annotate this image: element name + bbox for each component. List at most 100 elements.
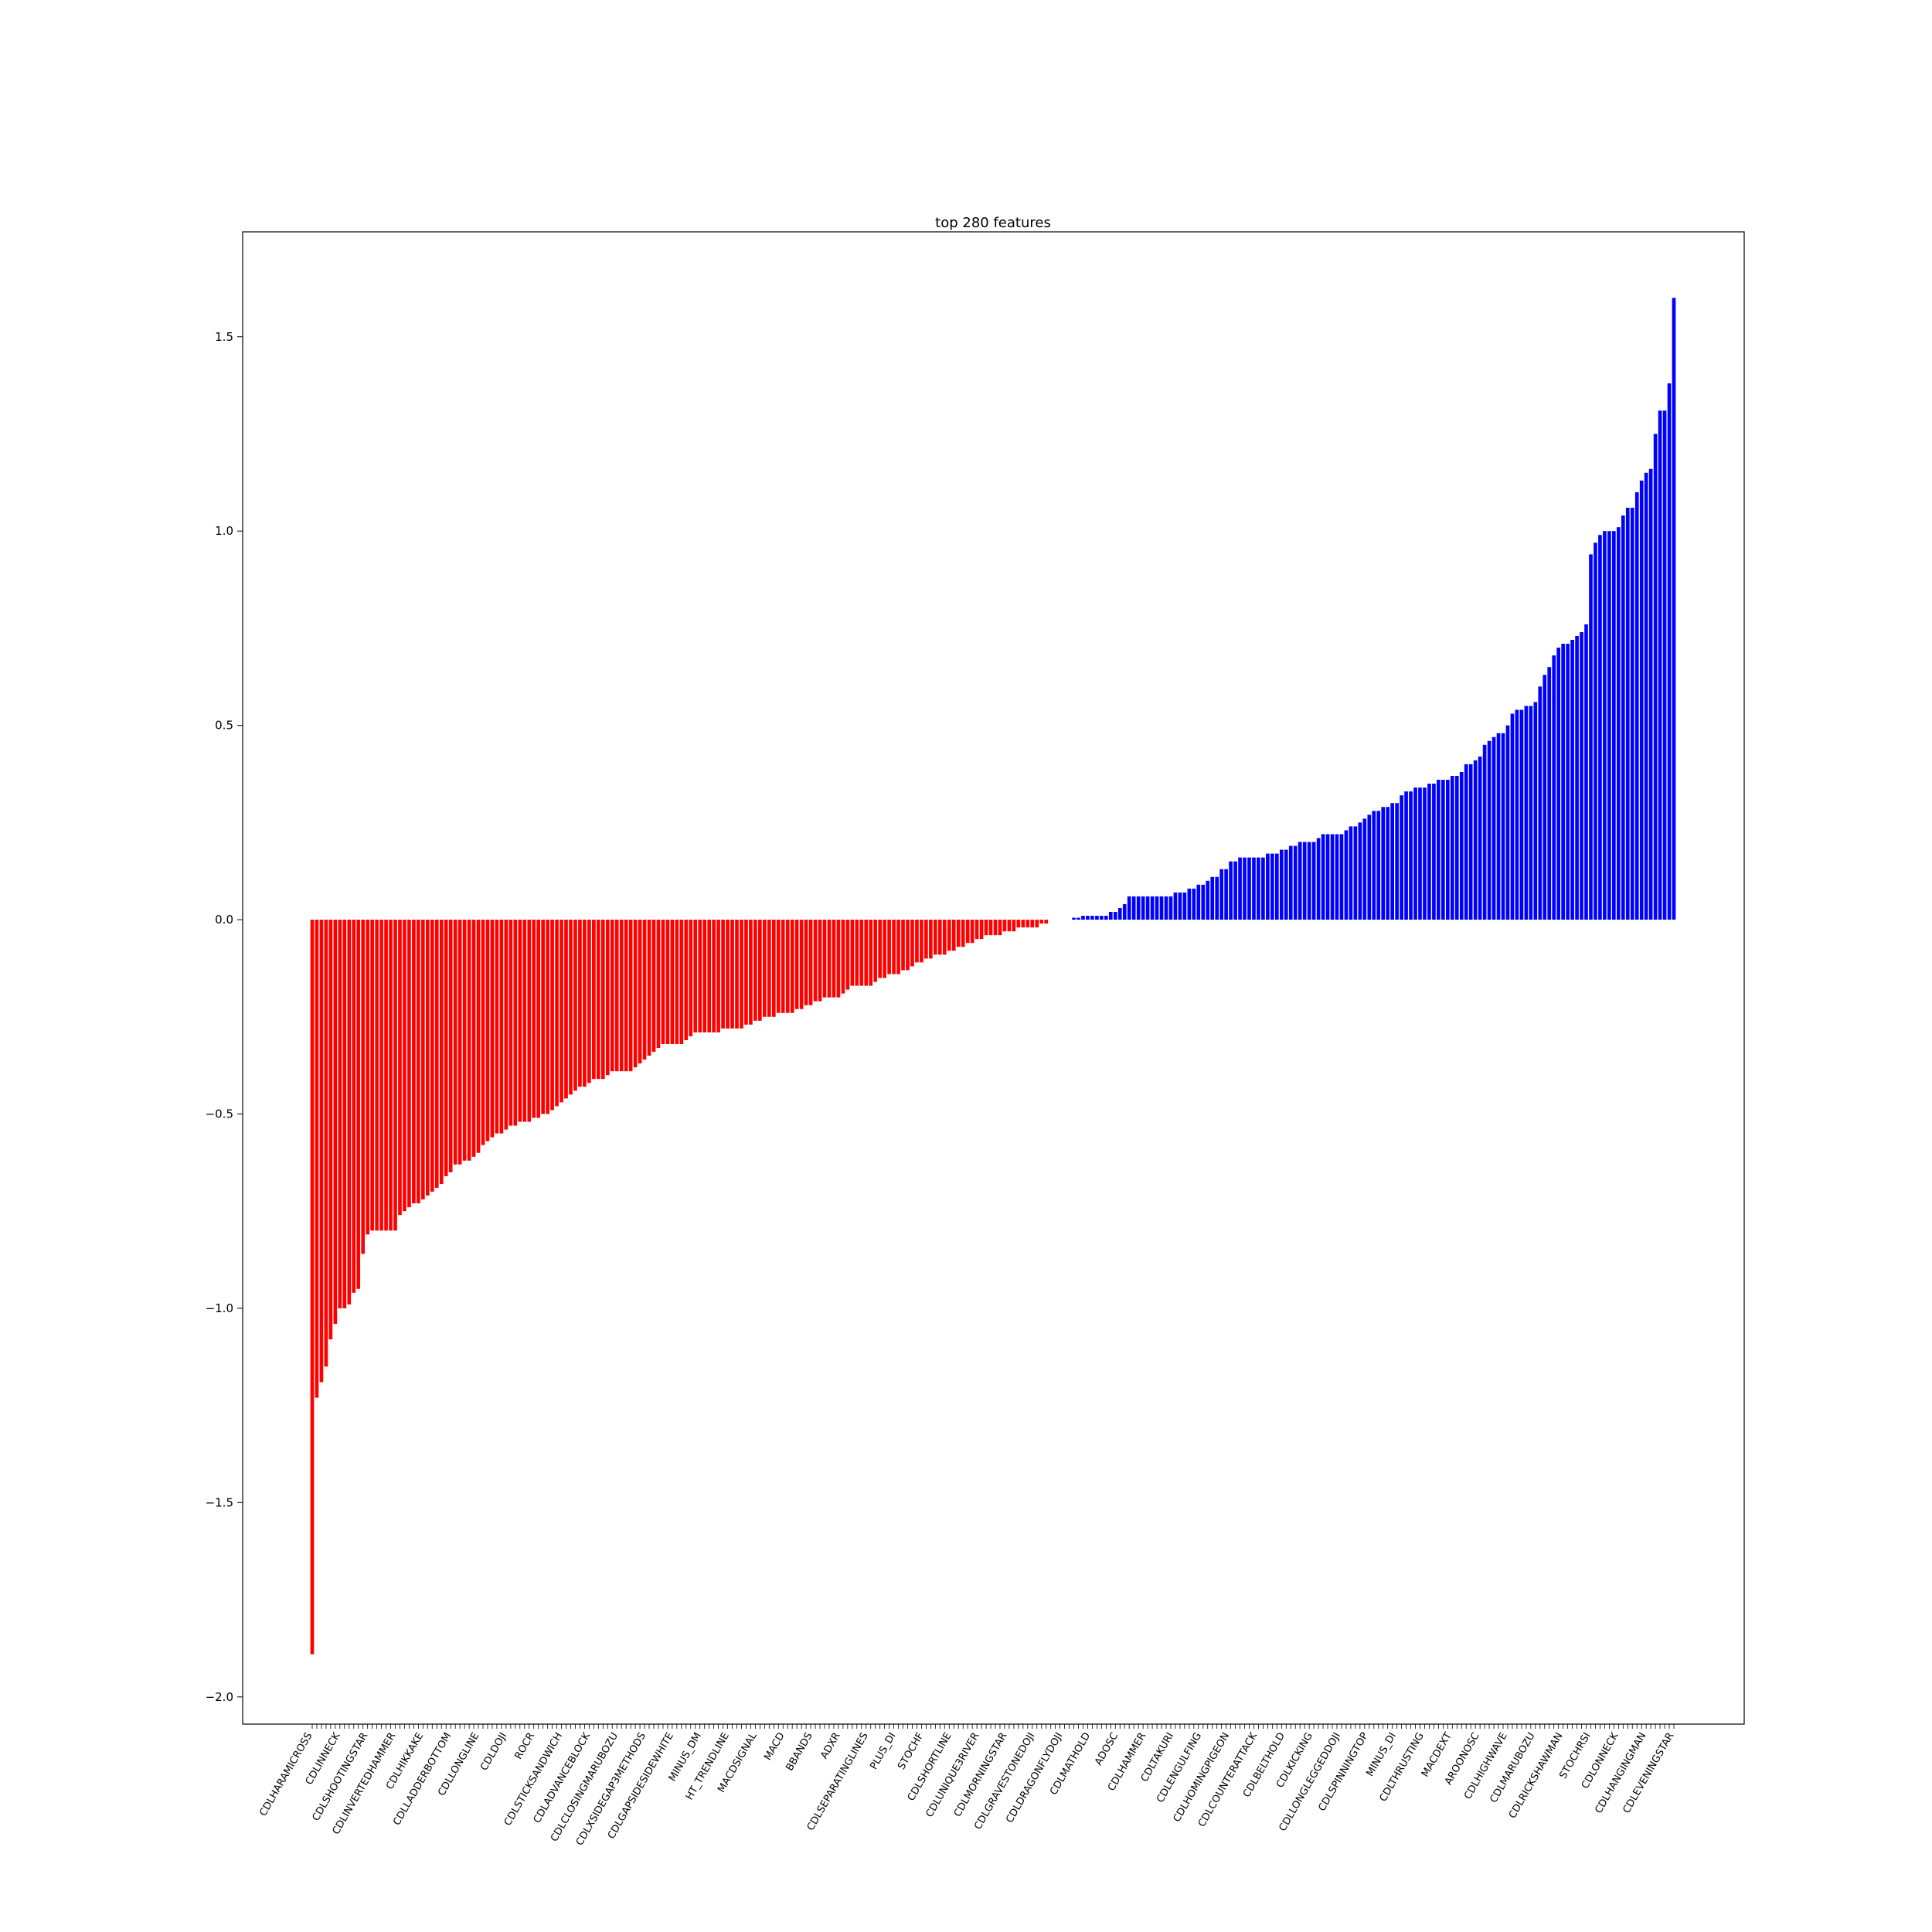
bar (1441, 780, 1445, 920)
bar (555, 920, 559, 1107)
bar (1090, 916, 1094, 920)
bar (767, 920, 771, 1017)
bar (1007, 920, 1012, 932)
bar (744, 920, 748, 1025)
bar (536, 920, 540, 1118)
bar (883, 920, 886, 978)
bar (1630, 508, 1634, 920)
category-label: MACD (762, 1731, 787, 1763)
bar (1321, 834, 1325, 920)
bar (1030, 920, 1035, 928)
bar (1086, 916, 1090, 920)
bar (315, 920, 319, 1398)
bar (937, 920, 942, 955)
bar (439, 920, 444, 1185)
bar (338, 920, 342, 1308)
bar (1353, 826, 1358, 920)
bars (310, 298, 1676, 1729)
bar (1266, 853, 1270, 920)
y-tick-label: 1.5 (215, 330, 233, 344)
bar (1658, 410, 1662, 920)
bar (453, 920, 457, 1165)
bar (689, 920, 693, 1036)
bar (869, 920, 873, 986)
bar (610, 920, 614, 1072)
bar (707, 920, 711, 1032)
bar (794, 920, 799, 1009)
bar (518, 920, 522, 1122)
bar (1035, 920, 1039, 928)
bar (1247, 857, 1251, 920)
bar (651, 920, 656, 1053)
bar (813, 920, 818, 1002)
bar (1580, 631, 1583, 920)
bar (522, 920, 527, 1122)
bar (1662, 410, 1667, 920)
bar (993, 920, 998, 936)
bar (841, 920, 845, 994)
bar (1081, 916, 1085, 920)
bar (421, 920, 425, 1200)
bar (1468, 764, 1473, 920)
bar (1335, 834, 1339, 920)
bar (642, 920, 647, 1060)
bar (1648, 468, 1653, 920)
bar (1450, 776, 1454, 920)
bar (550, 920, 554, 1111)
bar (887, 920, 891, 975)
bar (1473, 760, 1478, 920)
bar (444, 920, 448, 1176)
bar (1376, 811, 1381, 920)
bar (1603, 531, 1607, 920)
bar (1427, 784, 1431, 920)
bar (1243, 857, 1247, 920)
bar (1496, 733, 1501, 920)
category-label: CDLSPINNINGTOP (1316, 1730, 1371, 1813)
bar (1413, 787, 1417, 920)
bar (583, 920, 587, 1087)
bar (1492, 736, 1496, 920)
bar (771, 920, 776, 1017)
bar (947, 920, 951, 951)
bar (1570, 640, 1574, 920)
bar (878, 920, 882, 978)
bar (1192, 888, 1196, 920)
bar (1543, 675, 1547, 920)
bar (1279, 849, 1284, 920)
bar (1311, 842, 1316, 920)
category-label: CDLRICKSHAWMAN (1507, 1731, 1566, 1821)
y-tick-label: 0.5 (215, 719, 233, 733)
bar (1298, 842, 1302, 920)
bar (1482, 744, 1487, 920)
y-tick-label: −1.0 (206, 1301, 233, 1315)
bar (910, 920, 914, 967)
bar (1206, 880, 1210, 920)
chart-title: top 280 features (935, 215, 1051, 231)
category-label: ADXR (818, 1731, 842, 1761)
bar (1201, 884, 1206, 920)
bar (1672, 298, 1676, 920)
bar (1575, 635, 1579, 920)
bar (403, 920, 406, 1212)
bar (1136, 896, 1141, 920)
bar (1044, 920, 1049, 924)
bar (901, 920, 905, 971)
bar (726, 920, 730, 1029)
category-label: CDLSEPARATINGLINES (805, 1731, 871, 1833)
bar (407, 920, 411, 1208)
bar (873, 920, 878, 982)
bar (509, 920, 513, 1126)
bar (827, 920, 832, 998)
bar (1302, 842, 1307, 920)
bar (915, 920, 919, 963)
bar (310, 920, 315, 1655)
bar (614, 920, 619, 1072)
category-label: CDLHARAMICROSS (257, 1731, 315, 1818)
bar (1238, 857, 1242, 920)
bar (850, 920, 855, 986)
bar (1538, 686, 1543, 920)
bar (1196, 884, 1201, 920)
bar (1224, 869, 1228, 920)
bar (1404, 791, 1408, 920)
